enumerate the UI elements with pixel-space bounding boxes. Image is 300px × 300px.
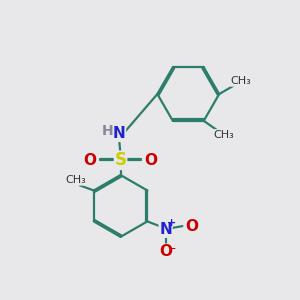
Text: CH₃: CH₃ [65, 175, 86, 185]
Text: O: O [84, 153, 97, 168]
Text: O: O [144, 153, 158, 168]
Text: H: H [102, 124, 114, 138]
Text: O: O [185, 219, 198, 234]
Text: CH₃: CH₃ [230, 76, 251, 86]
Text: N: N [113, 126, 125, 141]
Text: CH₃: CH₃ [213, 130, 234, 140]
Text: ⁻: ⁻ [168, 244, 176, 258]
Text: +: + [167, 218, 176, 228]
Text: N: N [159, 222, 172, 237]
Text: S: S [115, 151, 127, 169]
Text: O: O [159, 244, 172, 259]
